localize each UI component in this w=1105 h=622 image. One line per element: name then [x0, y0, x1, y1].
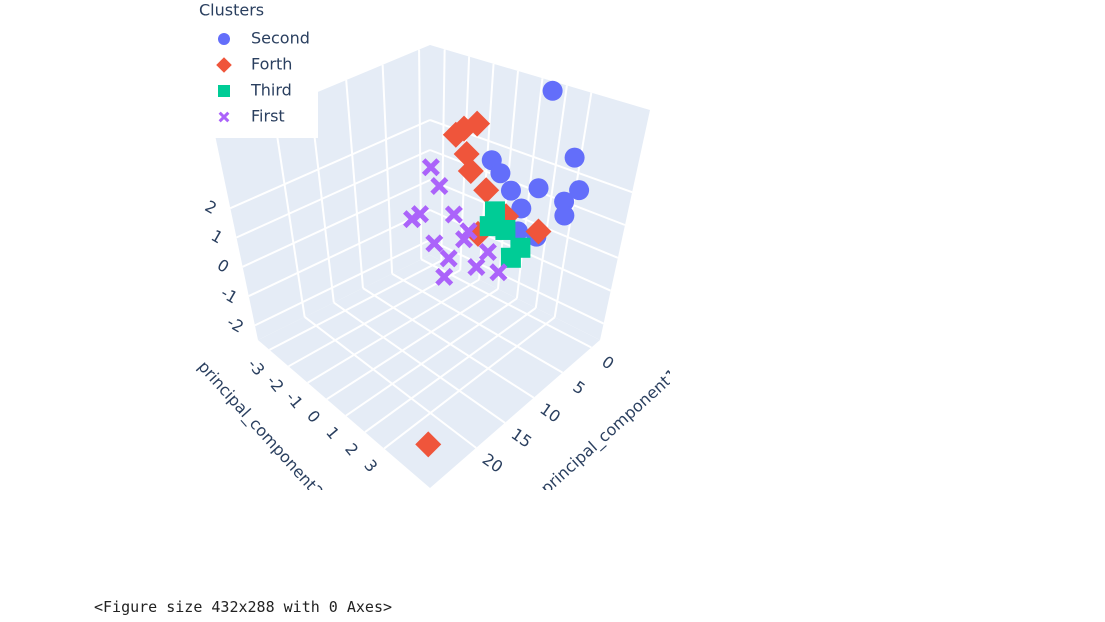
tick-label: 2	[202, 197, 220, 219]
legend-label: Second	[251, 29, 310, 48]
tick-label: -3	[244, 355, 269, 379]
tick-label: 1	[208, 226, 226, 248]
legend-symbol	[216, 57, 232, 73]
data-point	[451, 115, 478, 142]
data-point	[435, 267, 454, 286]
tick-label: 20	[479, 449, 507, 476]
grid-line	[429, 179, 619, 259]
data-point	[569, 180, 590, 201]
grid-line	[364, 307, 537, 433]
legend-label: First	[251, 107, 285, 126]
grid-line	[307, 278, 480, 384]
grid-line	[288, 269, 461, 368]
data-point	[444, 205, 463, 224]
grid-line	[391, 272, 564, 374]
tick-label: -2	[224, 312, 247, 336]
grid-line	[362, 287, 535, 399]
data-point	[528, 178, 549, 199]
data-point	[564, 147, 585, 168]
data-point	[554, 191, 575, 212]
legend: Second Forth Third First	[216, 29, 310, 126]
data-point	[430, 177, 449, 196]
data-point	[511, 198, 532, 219]
grid-line	[269, 259, 442, 351]
tick-label: 10	[537, 399, 565, 426]
data-point	[490, 163, 511, 184]
data-point	[479, 216, 500, 237]
data-point	[425, 234, 444, 253]
data-point	[457, 158, 484, 185]
chart: 05101520-3-2-10123-2-1012principal_compo…	[195, 0, 682, 499]
data-point	[439, 249, 458, 268]
scene-plane	[258, 255, 600, 488]
grid-line	[326, 288, 499, 401]
legend-title: Clusters	[199, 1, 264, 20]
tick-label: 0	[598, 352, 617, 373]
grid-line	[304, 316, 477, 449]
grid-line	[429, 239, 605, 325]
data-point	[542, 80, 563, 101]
grid-line	[333, 301, 506, 424]
output-text: <Figure size 432x288 with 0 Axes>	[94, 598, 393, 616]
tick-label: -1	[282, 388, 307, 412]
tick-label: 0	[303, 407, 324, 427]
grid-line	[383, 316, 556, 450]
tick-label: 5	[569, 377, 588, 398]
data-point	[421, 158, 440, 177]
data-point	[403, 210, 422, 229]
grid-line	[254, 239, 431, 327]
tick-label: 3	[360, 456, 381, 476]
data-point	[500, 180, 521, 201]
tick-label: 2	[341, 439, 362, 459]
legend-symbol	[218, 85, 230, 97]
grid-line	[242, 179, 431, 268]
tick-label: -2	[263, 371, 288, 395]
legend-symbol	[218, 111, 230, 123]
data-point	[415, 431, 442, 458]
data-point	[478, 243, 497, 262]
data-point	[525, 218, 552, 245]
grid-line	[229, 119, 431, 210]
data-point	[467, 257, 486, 276]
grid-line	[248, 209, 431, 297]
grid-line	[345, 297, 518, 417]
legend-box	[195, 0, 318, 138]
x-axis-title: principal_component1	[537, 365, 682, 499]
tick-label: 0	[214, 255, 232, 277]
data-point	[459, 222, 478, 241]
legend-label: Forth	[251, 55, 292, 74]
legend-symbol	[218, 33, 230, 45]
grid-line	[236, 149, 431, 239]
data-point	[489, 263, 508, 282]
data-point	[500, 247, 521, 268]
data-point	[473, 177, 500, 204]
tick-label: 15	[508, 424, 536, 451]
data-point	[554, 205, 575, 226]
legend-label: Third	[250, 81, 292, 100]
tick-label: 1	[322, 423, 343, 443]
data-point	[495, 219, 516, 240]
tick-label: -1	[218, 283, 241, 307]
